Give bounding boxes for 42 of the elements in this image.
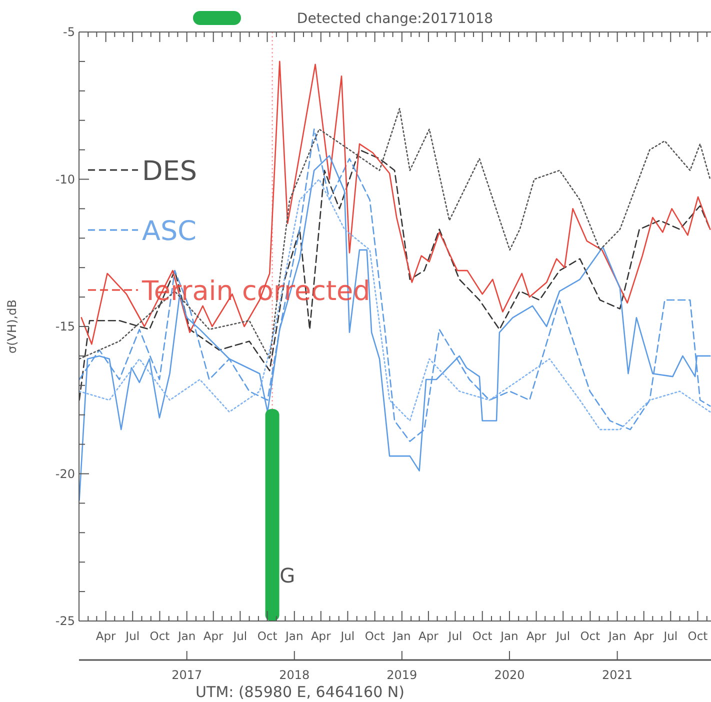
x2-tick-label: 2017 — [172, 668, 202, 682]
x-axis-title: UTM: (85980 E, 6464160 N) — [196, 683, 404, 701]
x-tick-label: Jul — [662, 629, 678, 643]
x-tick-label: Apr — [526, 629, 546, 643]
x-tick-label: Apr — [634, 629, 654, 643]
legend-label: ASC — [142, 216, 196, 247]
x-tick-label: Jan — [607, 629, 626, 643]
y-tick-label: -5 — [63, 25, 75, 39]
line-series — [80, 60, 711, 345]
x-tick-label: Oct — [472, 629, 493, 643]
annotation: G — [280, 563, 296, 588]
x2-tick-label: 2021 — [602, 668, 633, 682]
x-tick-label: Jan — [176, 629, 196, 643]
x-tick-label: Jul — [232, 629, 248, 643]
x-tick-label: Oct — [150, 629, 170, 643]
x-tick-label: Apr — [203, 629, 224, 643]
x-tick-label: Jan — [392, 629, 411, 643]
y-axis-title: σ(VH),dB — [5, 300, 19, 354]
x-tick-label: Apr — [310, 629, 332, 643]
x-tick-label: Oct — [580, 629, 601, 643]
x-tick-label: Apr — [96, 629, 116, 643]
line-series — [78, 149, 711, 401]
chart-title: Detected change:20171018 — [296, 11, 494, 27]
x-tick-label: Jan — [284, 629, 304, 643]
x2-tick-label: 2020 — [494, 668, 525, 682]
x-tick-label: Jul — [124, 629, 140, 643]
x-tick-label: Jul — [340, 629, 355, 643]
y-tick-label: -25 — [55, 614, 75, 628]
y-tick-label: -15 — [55, 320, 75, 334]
x-tick-label: Oct — [257, 629, 278, 643]
y-tick-label: -20 — [55, 466, 75, 481]
x-tick-label: Oct — [364, 629, 386, 643]
x-tick-label: Jan — [500, 629, 518, 643]
x-tick-label: Jul — [447, 629, 462, 643]
x-tick-label: Apr — [418, 629, 439, 643]
x2-tick-label: 2019 — [386, 668, 418, 682]
x-tick-label: Oct — [688, 629, 708, 643]
x-tick-label: Jul — [555, 629, 570, 643]
legend-label: DES — [142, 156, 197, 187]
y-tick-label: -10 — [55, 172, 75, 186]
x2-tick-label: 2018 — [279, 668, 310, 682]
line-series — [78, 178, 711, 430]
